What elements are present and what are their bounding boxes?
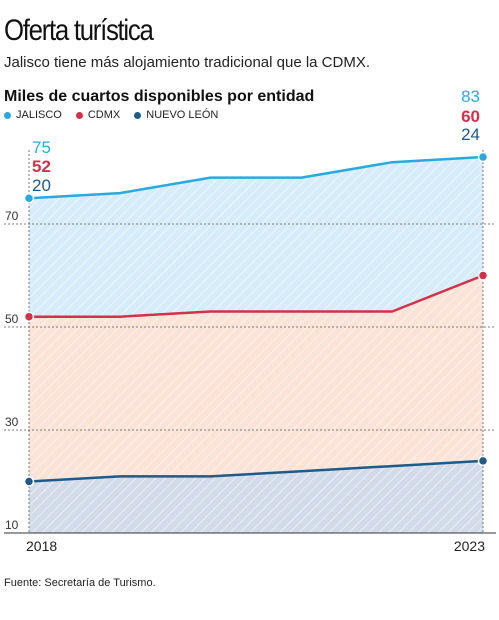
end-label-jalisco: 83	[461, 87, 480, 106]
y-tick-label-30: 30	[5, 415, 19, 429]
legend-label-nuevo-leon: NUEVO LEÓN	[146, 109, 219, 121]
marker-jalisco-2023	[477, 151, 489, 163]
marker-jalisco-2018	[23, 193, 35, 204]
y-tick-label-10: 10	[5, 518, 19, 532]
legend-dot-cdmx	[75, 111, 83, 119]
legend-label-jalisco: JALISCO	[16, 109, 62, 121]
line-jalisco	[28, 155, 484, 200]
start-label-cdmx: 52	[32, 157, 51, 176]
area-nuevo_leon	[29, 460, 483, 533]
source-note: Fuente: Secretaría de Turismo.	[4, 577, 156, 589]
page-subtitle: Jalisco tiene más alojamiento tradiciona…	[4, 54, 371, 71]
y-tick-label-50: 50	[5, 312, 19, 326]
marker-cdmx-2018	[23, 311, 35, 322]
page-title: Oferta turística	[4, 14, 154, 47]
legend-item-nuevo-leon: NUEVO LEÓN	[134, 109, 218, 121]
marker-cdmx-2023	[477, 270, 489, 281]
start-label-jalisco: 75	[32, 138, 51, 157]
marker-nuevo_leon-2023	[477, 455, 489, 467]
x-tick-label-start: 2018	[26, 538, 57, 554]
start-label-nuevo_leon: 20	[32, 176, 51, 195]
end-label-cdmx: 60	[461, 107, 480, 126]
legend-dot-jalisco	[4, 111, 11, 119]
chart-title: Miles de cuartos disponibles por entidad	[4, 88, 315, 105]
marker-nuevo_leon-2018	[23, 476, 35, 487]
line-nuevo_leon	[28, 459, 484, 483]
end-label-nuevo_leon: 24	[461, 125, 480, 144]
legend-label-cdmx: CDMX	[87, 109, 121, 121]
legend-dot-nuevo-leon	[134, 111, 142, 119]
legend-item-jalisco: JALISCO	[4, 109, 62, 121]
y-tick-label-70: 70	[5, 209, 19, 223]
x-tick-label-end: 2023	[454, 538, 485, 554]
chart-legend: JALISCO CDMX NUEVO LEÓN	[4, 109, 218, 121]
line-cdmx	[29, 274, 484, 318]
legend-item-cdmx: CDMX	[75, 109, 121, 121]
